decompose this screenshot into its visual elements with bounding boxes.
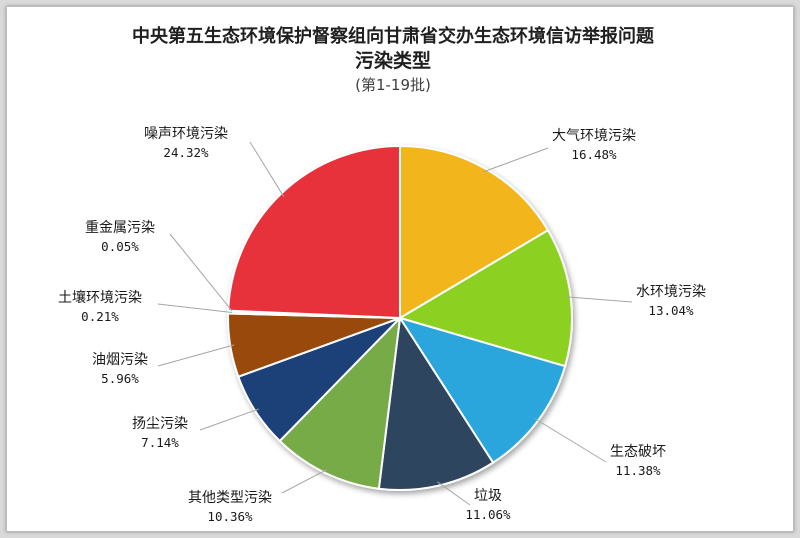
slice-label-percent: 0.05%	[101, 239, 139, 254]
pie-slice	[227, 144, 401, 320]
slice-label-percent: 7.14%	[141, 435, 179, 450]
leader-line	[249, 141, 285, 197]
slice-label-name: 扬尘污染	[132, 416, 188, 432]
slice-labels: 大气环境污染 16.48% 水环境污染 13.04% 生态破坏 11.38% 垃圾 11.06…	[58, 126, 706, 524]
leader-line	[157, 344, 235, 367]
slice-label-name: 大气环境污染	[552, 128, 636, 144]
pie-slice	[399, 144, 550, 320]
leader-line	[437, 481, 471, 506]
leader-line	[281, 468, 328, 494]
slice-label-name: 垃圾	[474, 488, 502, 504]
pie-slice	[377, 315, 495, 492]
slice-label-percent: 11.38%	[615, 463, 661, 478]
slice-label-name: 油烟污染	[92, 352, 148, 368]
slice-label-name: 重金属污染	[85, 220, 155, 236]
slice-label-name: 其他类型污染	[188, 490, 272, 506]
slice-label-name: 土壤环境污染	[58, 289, 142, 306]
slice-label-percent: 24.32%	[163, 145, 209, 160]
slice-label-name: 生态破坏	[610, 444, 666, 460]
leader-line	[199, 408, 259, 431]
slice-label-name: 水环境污染	[636, 284, 706, 300]
title-block: 中央第五生态环境保护督察组向甘肃省交办生态环境信访举报问题 污染类型 (第1-1…	[0, 26, 786, 96]
leader-line	[169, 233, 233, 312]
slice-label-percent: 10.36%	[207, 509, 253, 524]
chart-subtitle: 污染类型	[354, 50, 431, 72]
pie-slices	[227, 144, 573, 492]
chart-title: 中央第五生态环境保护督察组向甘肃省交办生态环境信访举报问题	[132, 26, 654, 47]
slice-label-name: 噪声环境污染	[144, 126, 228, 142]
leader-line	[157, 303, 233, 313]
slice-label-percent: 0.21%	[81, 309, 119, 324]
leader-line	[566, 296, 633, 303]
slice-label-percent: 5.96%	[101, 371, 139, 386]
pie-slice	[397, 228, 573, 368]
slice-label-percent: 16.48%	[571, 147, 617, 162]
leader-line	[534, 418, 607, 463]
slice-label-percent: 11.06%	[465, 507, 511, 522]
leader-lines	[157, 141, 633, 506]
slice-label-percent: 13.04%	[648, 303, 694, 318]
pie-slice	[278, 315, 402, 490]
chart-batch-note: (第1-19批)	[355, 76, 431, 94]
leader-line	[482, 147, 549, 173]
